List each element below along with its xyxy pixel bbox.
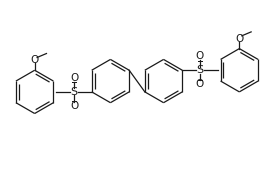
Text: S: S [196, 65, 204, 75]
Text: O: O [196, 52, 204, 62]
Text: O: O [196, 79, 204, 89]
Text: O: O [30, 55, 39, 65]
Text: O: O [70, 73, 78, 83]
Text: S: S [70, 87, 78, 97]
Text: O: O [70, 101, 78, 111]
Text: O: O [235, 34, 244, 44]
